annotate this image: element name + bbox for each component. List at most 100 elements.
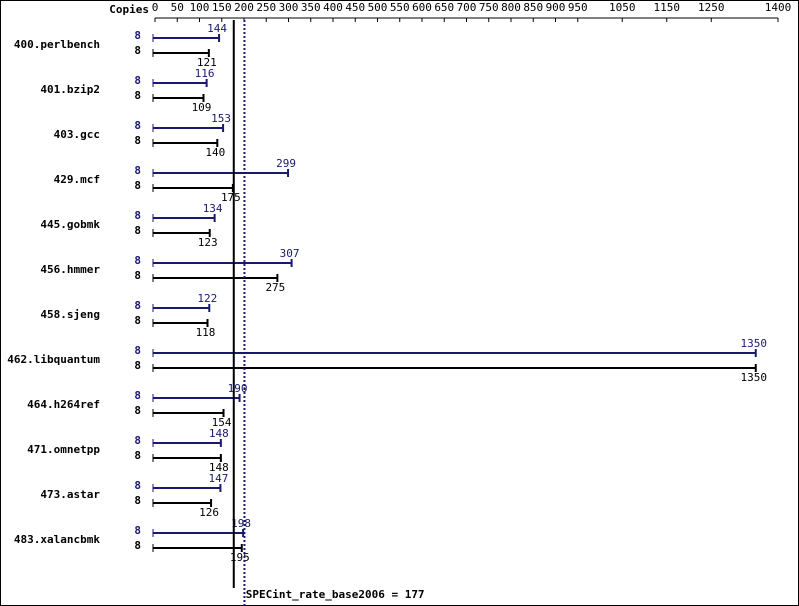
value-label: 140 xyxy=(205,146,225,159)
bar xyxy=(153,304,211,312)
copies-label: 8 xyxy=(134,74,141,87)
x-tick-label: 1400 xyxy=(765,1,792,14)
bar xyxy=(153,394,241,402)
x-tick-label: 600 xyxy=(412,1,432,14)
bar xyxy=(153,229,211,237)
category-label: 473.astar xyxy=(40,488,100,501)
value-label: 134 xyxy=(203,202,223,215)
copies-label: 8 xyxy=(134,539,141,552)
value-label: 154 xyxy=(212,416,232,429)
copies-label: 8 xyxy=(134,269,141,282)
x-tick-label: 450 xyxy=(345,1,365,14)
copies-label: 8 xyxy=(134,524,141,537)
bar xyxy=(153,364,757,372)
value-label: 147 xyxy=(208,472,228,485)
copies-label: 8 xyxy=(134,29,141,42)
bar xyxy=(153,499,213,507)
x-tick-label: 500 xyxy=(368,1,388,14)
x-tick-label: 400 xyxy=(323,1,343,14)
bar xyxy=(153,79,208,87)
value-label: 190 xyxy=(228,382,248,395)
category-label: 462.libquantum xyxy=(7,353,100,366)
x-tick-label: 700 xyxy=(457,1,477,14)
bar xyxy=(153,274,279,282)
x-tick-label: 1050 xyxy=(609,1,636,14)
value-label: 121 xyxy=(197,56,217,69)
bar xyxy=(153,34,221,42)
bar xyxy=(153,544,243,552)
bar xyxy=(153,454,222,462)
x-tick-label: 550 xyxy=(390,1,410,14)
copies-label: 8 xyxy=(134,224,141,237)
copies-label: 8 xyxy=(134,479,141,492)
copies-label: 8 xyxy=(134,89,141,102)
x-tick-label: 900 xyxy=(546,1,566,14)
x-tick-label: 750 xyxy=(479,1,499,14)
value-label: 275 xyxy=(265,281,285,294)
bar xyxy=(153,169,290,177)
x-tick-label: 950 xyxy=(568,1,588,14)
value-label: 198 xyxy=(231,517,251,530)
category-label: 429.mcf xyxy=(54,173,100,186)
reference-label: SPECint_rate_base2006 = 177 xyxy=(246,588,425,601)
value-label: 299 xyxy=(276,157,296,170)
bar xyxy=(153,49,210,57)
category-label: 458.sjeng xyxy=(40,308,100,321)
value-label: 148 xyxy=(209,427,229,440)
copies-label: 8 xyxy=(134,404,141,417)
x-tick-label: 650 xyxy=(434,1,454,14)
copies-label: 8 xyxy=(134,299,141,312)
x-tick-label: 200 xyxy=(234,1,254,14)
bar xyxy=(153,349,757,357)
category-label: 464.h264ref xyxy=(27,398,100,411)
category-label: 400.perlbench xyxy=(14,38,100,51)
value-label: 109 xyxy=(192,101,212,114)
copies-label: 8 xyxy=(134,164,141,177)
value-label: 118 xyxy=(196,326,216,339)
bar xyxy=(153,319,209,327)
value-label: 175 xyxy=(221,191,241,204)
bar xyxy=(153,439,222,447)
copies-label: 8 xyxy=(134,119,141,132)
bar xyxy=(153,94,205,102)
category-label: 445.gobmk xyxy=(40,218,100,231)
x-tick-label: 850 xyxy=(523,1,543,14)
copies-label: 8 xyxy=(134,449,141,462)
copies-label: 8 xyxy=(134,179,141,192)
x-tick-label: 150 xyxy=(212,1,232,14)
copies-label: 8 xyxy=(134,314,141,327)
bar xyxy=(153,529,245,537)
bar xyxy=(153,214,216,222)
copies-label: 8 xyxy=(134,434,141,447)
x-tick-label: 100 xyxy=(190,1,210,14)
copies-label: 8 xyxy=(134,209,141,222)
value-label: 1350 xyxy=(741,371,768,384)
category-label: 401.bzip2 xyxy=(40,83,100,96)
copies-label: 8 xyxy=(134,494,141,507)
copies-label: 8 xyxy=(134,389,141,402)
bar xyxy=(153,484,222,492)
copies-label: 8 xyxy=(134,254,141,267)
x-tick-label: 250 xyxy=(256,1,276,14)
x-tick-label: 800 xyxy=(501,1,521,14)
value-label: 144 xyxy=(207,22,227,35)
x-tick-label: 0 xyxy=(152,1,159,14)
value-label: 1350 xyxy=(741,337,768,350)
value-label: 122 xyxy=(197,292,217,305)
bar xyxy=(153,139,219,147)
x-tick-label: 1250 xyxy=(698,1,725,14)
value-label: 307 xyxy=(280,247,300,260)
x-tick-label: 50 xyxy=(171,1,184,14)
x-tick-label: 300 xyxy=(279,1,299,14)
bar xyxy=(153,409,225,417)
copies-label: 8 xyxy=(134,359,141,372)
value-label: 116 xyxy=(195,67,215,80)
category-label: 456.hmmer xyxy=(40,263,100,276)
x-tick-label: 350 xyxy=(301,1,321,14)
value-label: 153 xyxy=(211,112,231,125)
value-label: 123 xyxy=(198,236,218,249)
axis-label: Copies xyxy=(109,3,149,16)
bar xyxy=(153,124,225,132)
